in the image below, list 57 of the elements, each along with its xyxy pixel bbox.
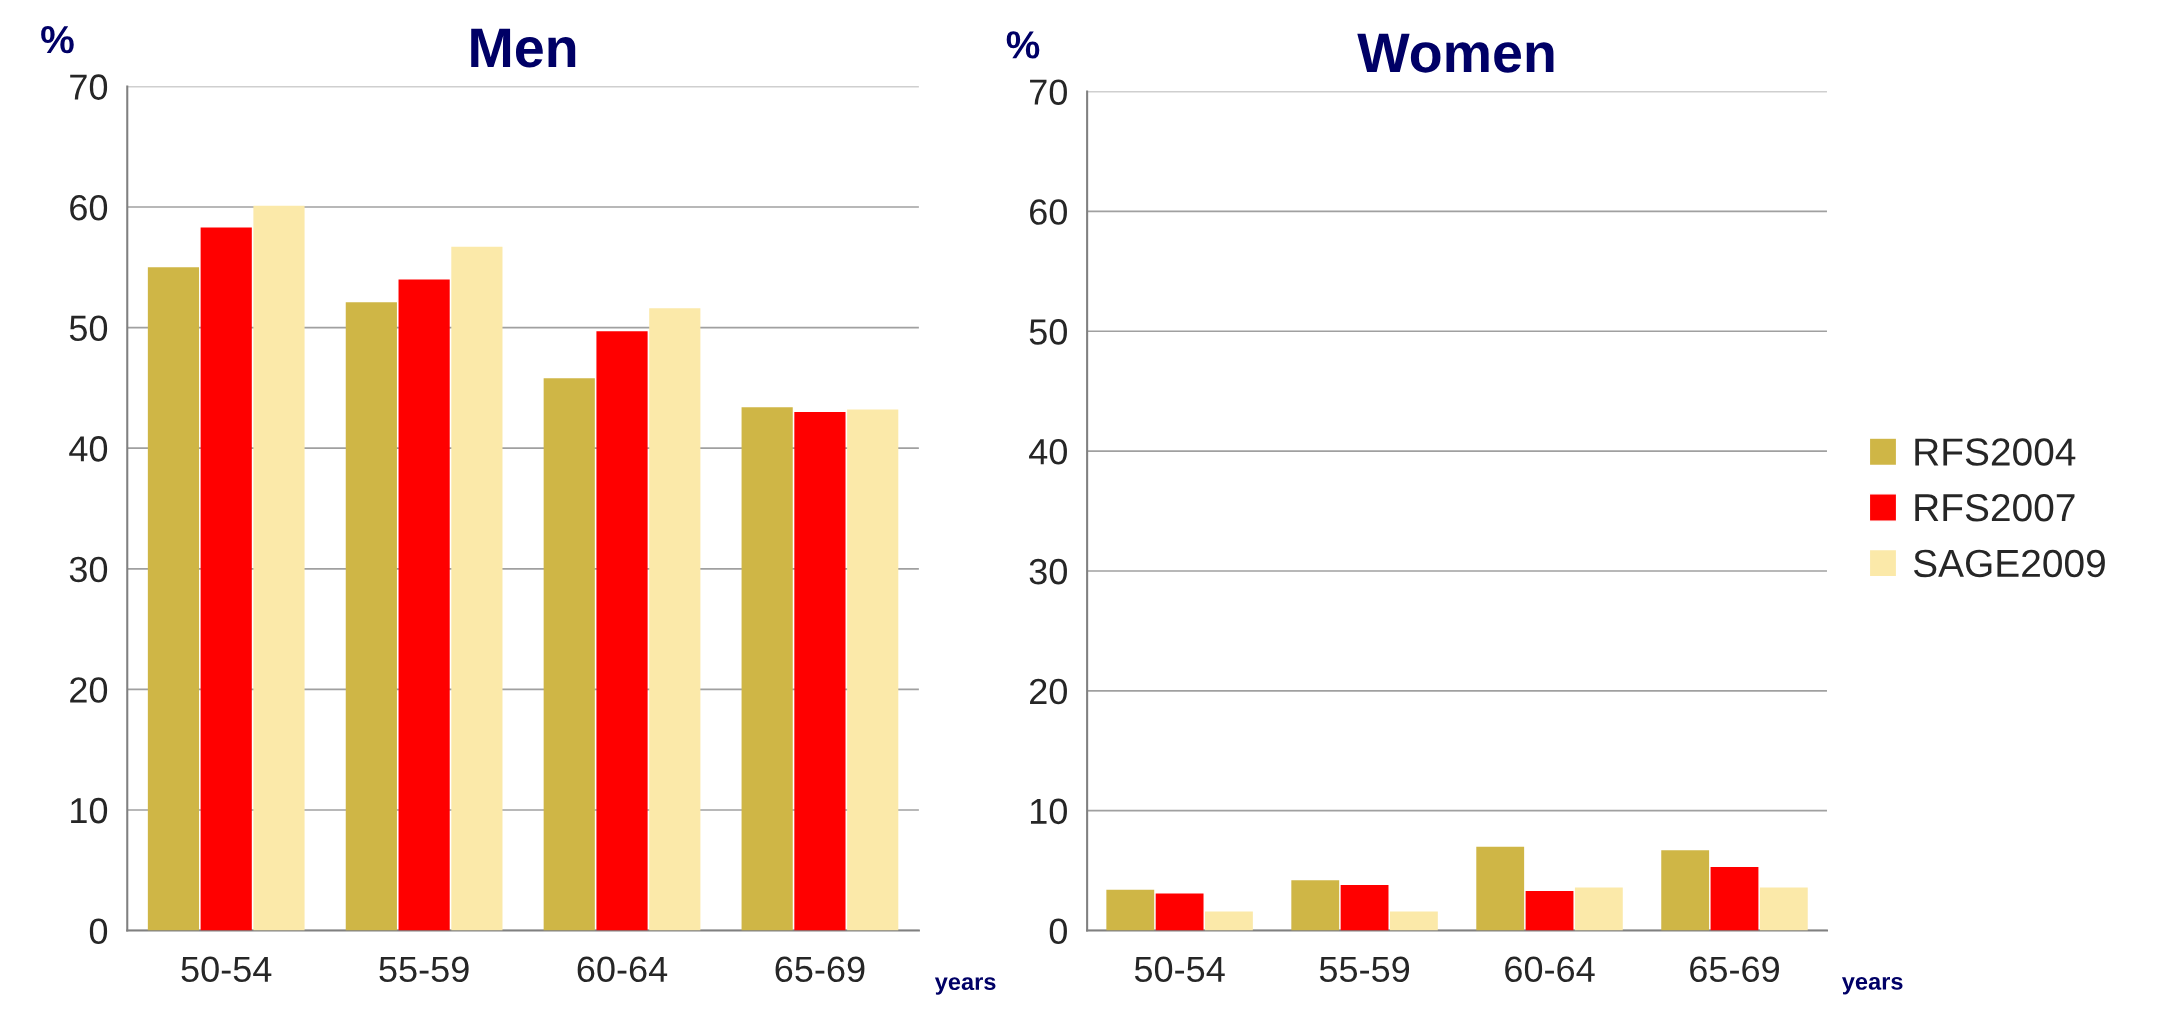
y-tick-label: 70	[70, 74, 108, 100]
chart-title: Men	[471, 28, 576, 68]
y-tick-label: 20	[1030, 678, 1067, 705]
bar	[1389, 911, 1438, 931]
legend-label: RFS2007	[1915, 493, 2075, 522]
bar	[543, 378, 595, 931]
x-tick-label: 50-54	[1134, 956, 1225, 983]
x-tick-label: 60-64	[577, 956, 668, 983]
bar	[451, 246, 503, 931]
y-tick-label: 60	[70, 194, 108, 221]
y-tick-label: 10	[71, 797, 108, 824]
y-tick-label: 30	[1029, 558, 1067, 585]
y-tick-label: 60	[1030, 199, 1067, 225]
bar	[1759, 887, 1808, 931]
bar	[253, 205, 305, 931]
y-tick-label: 50	[69, 315, 108, 342]
bar	[345, 302, 397, 931]
legend-label: RFS2004	[1915, 438, 2076, 466]
y-tick-label: 10	[1030, 798, 1067, 825]
bar	[1710, 867, 1759, 931]
x-tick-label: 55-59	[379, 956, 469, 983]
x-tick-label: 65-69	[775, 956, 865, 983]
x-axis-title: years	[934, 977, 996, 995]
y-tick-label: 50	[1029, 319, 1067, 345]
y-axis-title: %	[1006, 31, 1040, 59]
y-tick-label: 70	[1030, 79, 1067, 105]
bar	[147, 267, 200, 931]
legend-label: SAGE2009	[1913, 549, 2105, 578]
bar	[1340, 885, 1389, 931]
y-tick-label: 20	[70, 677, 108, 703]
y-axis-title: %	[41, 25, 74, 54]
bar	[1574, 887, 1623, 931]
bar	[1476, 846, 1525, 931]
x-axis-title: years	[1841, 976, 1903, 995]
bar	[398, 279, 450, 931]
x-tick-label: 55-59	[1319, 956, 1410, 983]
bar	[1525, 891, 1574, 931]
bar	[847, 409, 899, 931]
bar	[794, 412, 846, 931]
y-tick-label: 0	[1049, 918, 1067, 944]
x-tick-label: 65-69	[1690, 956, 1779, 983]
chart-title: Women	[1357, 33, 1554, 73]
bar	[1291, 880, 1340, 931]
y-tick-label: 30	[69, 556, 108, 583]
y-tick-label: 40	[1029, 438, 1067, 465]
bar	[1205, 911, 1253, 931]
y-tick-label: 0	[89, 918, 108, 944]
bar	[596, 331, 648, 931]
bar	[200, 227, 252, 931]
x-tick-label: 60-64	[1505, 956, 1595, 983]
bar	[1155, 893, 1204, 931]
bar	[649, 308, 701, 931]
x-tick-label: 50-54	[181, 956, 272, 983]
bar	[741, 407, 793, 931]
bar	[1106, 889, 1155, 931]
bar	[1661, 850, 1710, 931]
y-tick-label: 40	[69, 436, 108, 462]
